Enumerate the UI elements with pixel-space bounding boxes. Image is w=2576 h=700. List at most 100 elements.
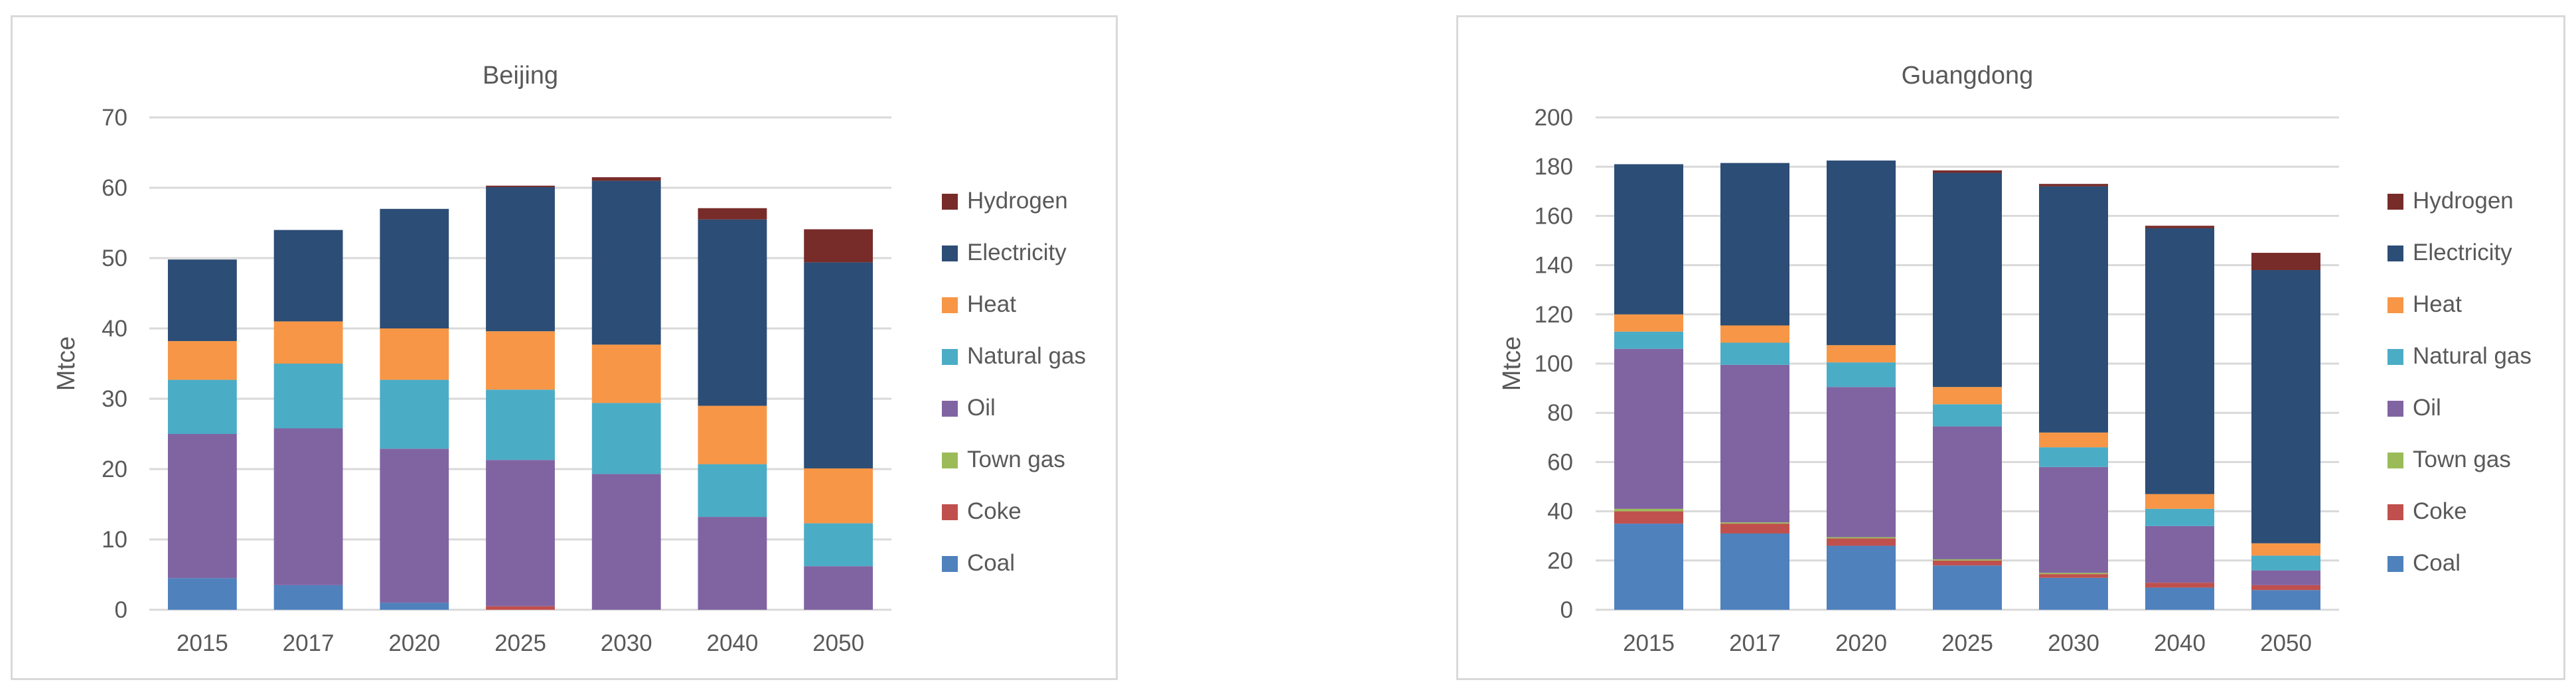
y-axis-label: Mtce — [52, 336, 80, 391]
legend-label-coke: Coke — [967, 498, 1022, 524]
bar-segment-coal-2040 — [2145, 587, 2214, 610]
y-tick-label: 10 — [102, 527, 127, 553]
chart-guangdong: Guangdong020406080100120140160180200Mtce… — [1498, 62, 2532, 656]
legend-swatch-natural-gas — [2387, 349, 2403, 365]
bar-segment-oil-2050 — [804, 566, 873, 610]
bar-segment-electricity-2030 — [591, 180, 661, 345]
bar-segment-electricity-2040 — [2145, 228, 2214, 494]
bar-segment-coal-2020 — [1827, 545, 1896, 610]
y-tick-label: 30 — [102, 386, 127, 412]
y-tick-label: 0 — [1560, 597, 1573, 623]
bar-segment-natural-gas-2020 — [380, 380, 449, 449]
x-tick-label: 2040 — [706, 630, 758, 656]
legend-swatch-coal — [942, 556, 958, 572]
bar-segment-hydrogen-2050 — [804, 229, 873, 263]
bar-segment-oil-2040 — [2145, 525, 2214, 583]
bar-segment-natural-gas-2025 — [486, 389, 555, 460]
legend-swatch-town-gas — [2387, 453, 2403, 468]
bar-segment-coal-2020 — [380, 602, 449, 610]
bar-segment-natural-gas-2040 — [698, 464, 767, 518]
x-tick-label: 2020 — [1835, 630, 1887, 656]
bar-segment-coke-2020 — [1827, 538, 1896, 546]
bar-segment-coal-2050 — [2251, 590, 2320, 610]
legend-label-oil: Oil — [967, 395, 996, 421]
bar-segment-natural-gas-2050 — [804, 523, 873, 567]
bar-segment-electricity-2050 — [2251, 270, 2320, 543]
legend-label-hydrogen: Hydrogen — [2413, 188, 2514, 214]
bar-segment-heat-2015 — [1614, 314, 1683, 332]
legend-swatch-coke — [942, 504, 958, 520]
chart-title: Beijing — [483, 62, 558, 90]
x-tick-label: 2015 — [1623, 630, 1675, 656]
y-tick-label: 60 — [102, 175, 127, 201]
bar-segment-town-gas-2025 — [1933, 559, 2002, 561]
y-tick-label: 40 — [1547, 499, 1573, 525]
bar-segment-oil-2025 — [1933, 426, 2002, 559]
bar-segment-town-gas-2030 — [2039, 573, 2108, 575]
legend-label-oil: Oil — [2413, 395, 2441, 421]
legend-swatch-electricity — [942, 245, 958, 261]
bar-segment-heat-2030 — [2039, 432, 2108, 448]
bar-segment-heat-2017 — [1720, 325, 1789, 343]
bar-segment-coke-2025 — [486, 606, 555, 610]
legend-label-coal: Coal — [967, 550, 1015, 576]
legend-label-electricity: Electricity — [967, 240, 1067, 265]
bar-segment-hydrogen-2040 — [2145, 226, 2214, 228]
bar-segment-hydrogen-2025 — [1933, 170, 2002, 173]
bar-segment-oil-2040 — [698, 517, 767, 610]
legend-label-natural-gas: Natural gas — [2413, 343, 2532, 369]
bar-segment-electricity-2017 — [1720, 163, 1789, 326]
chart-panel-guangdong: Guangdong 0 20 40 60 80 100 120 140 160 180 200 Mtce… — [1456, 15, 2565, 680]
bar-segment-electricity-2050 — [804, 262, 873, 468]
legend-label-coke: Coke — [2413, 498, 2467, 524]
bar-segment-hydrogen-2040 — [698, 208, 767, 220]
bar-segment-natural-gas-2020 — [1827, 362, 1896, 387]
y-tick-label: 70 — [102, 105, 127, 131]
bar-segment-electricity-2020 — [1827, 160, 1896, 346]
bar-segment-town-gas-2020 — [1827, 537, 1896, 539]
x-tick-label: 2025 — [1941, 630, 1993, 656]
bar-segment-oil-2017 — [273, 428, 343, 585]
y-tick-label: 60 — [1547, 449, 1573, 475]
bar-segment-natural-gas-2015 — [167, 380, 237, 434]
bar-segment-hydrogen-2025 — [486, 185, 555, 187]
bar-segment-coal-2015 — [167, 578, 237, 610]
bar-segment-electricity-2040 — [698, 219, 767, 406]
x-tick-label: 2030 — [2048, 630, 2099, 656]
bar-segment-coal-2015 — [1614, 524, 1683, 610]
x-tick-label: 2020 — [388, 630, 440, 656]
bar-segment-electricity-2025 — [1933, 173, 2002, 387]
y-tick-label: 40 — [102, 316, 127, 342]
x-tick-label: 2050 — [2260, 630, 2312, 656]
bar-segment-heat-2025 — [1933, 387, 2002, 405]
bar-segment-hydrogen-2030 — [591, 177, 661, 181]
bar-segment-oil-2015 — [1614, 348, 1683, 509]
bar-segment-natural-gas-2040 — [2145, 508, 2214, 526]
y-tick-label: 20 — [1547, 548, 1573, 574]
bar-segment-oil-2020 — [1827, 387, 1896, 537]
bar-segment-electricity-2017 — [273, 230, 343, 322]
y-tick-label: 180 — [1535, 154, 1573, 180]
y-tick-label: 120 — [1535, 302, 1573, 328]
bar-segment-coal-2017 — [1720, 533, 1789, 610]
x-tick-label: 2025 — [494, 630, 546, 656]
bar-segment-oil-2015 — [167, 434, 237, 579]
bar-segment-heat-2017 — [273, 321, 343, 364]
y-tick-label: 0 — [115, 597, 127, 623]
y-tick-label: 100 — [1535, 351, 1573, 377]
legend-swatch-oil — [942, 401, 958, 417]
x-tick-label: 2040 — [2154, 630, 2206, 656]
chart-panel-beijing: Beijing 0 10 20 30 40 50 60 70 Mtce 2015 2017 2020 20… — [11, 15, 1118, 680]
x-tick-label: 2015 — [177, 630, 228, 656]
bar-segment-hydrogen-2030 — [2039, 184, 2108, 186]
y-tick-label: 140 — [1535, 253, 1573, 279]
bar-segment-heat-2040 — [698, 405, 767, 464]
bar-segment-natural-gas-2050 — [2251, 555, 2320, 571]
bar-segment-oil-2030 — [591, 474, 661, 610]
bar-segment-natural-gas-2025 — [1933, 404, 2002, 427]
bar-segment-natural-gas-2030 — [2039, 447, 2108, 467]
bar-segment-electricity-2015 — [1614, 164, 1683, 315]
legend-swatch-town-gas — [942, 453, 958, 468]
bar-segment-oil-2025 — [486, 460, 555, 606]
x-tick-label: 2017 — [283, 630, 335, 656]
